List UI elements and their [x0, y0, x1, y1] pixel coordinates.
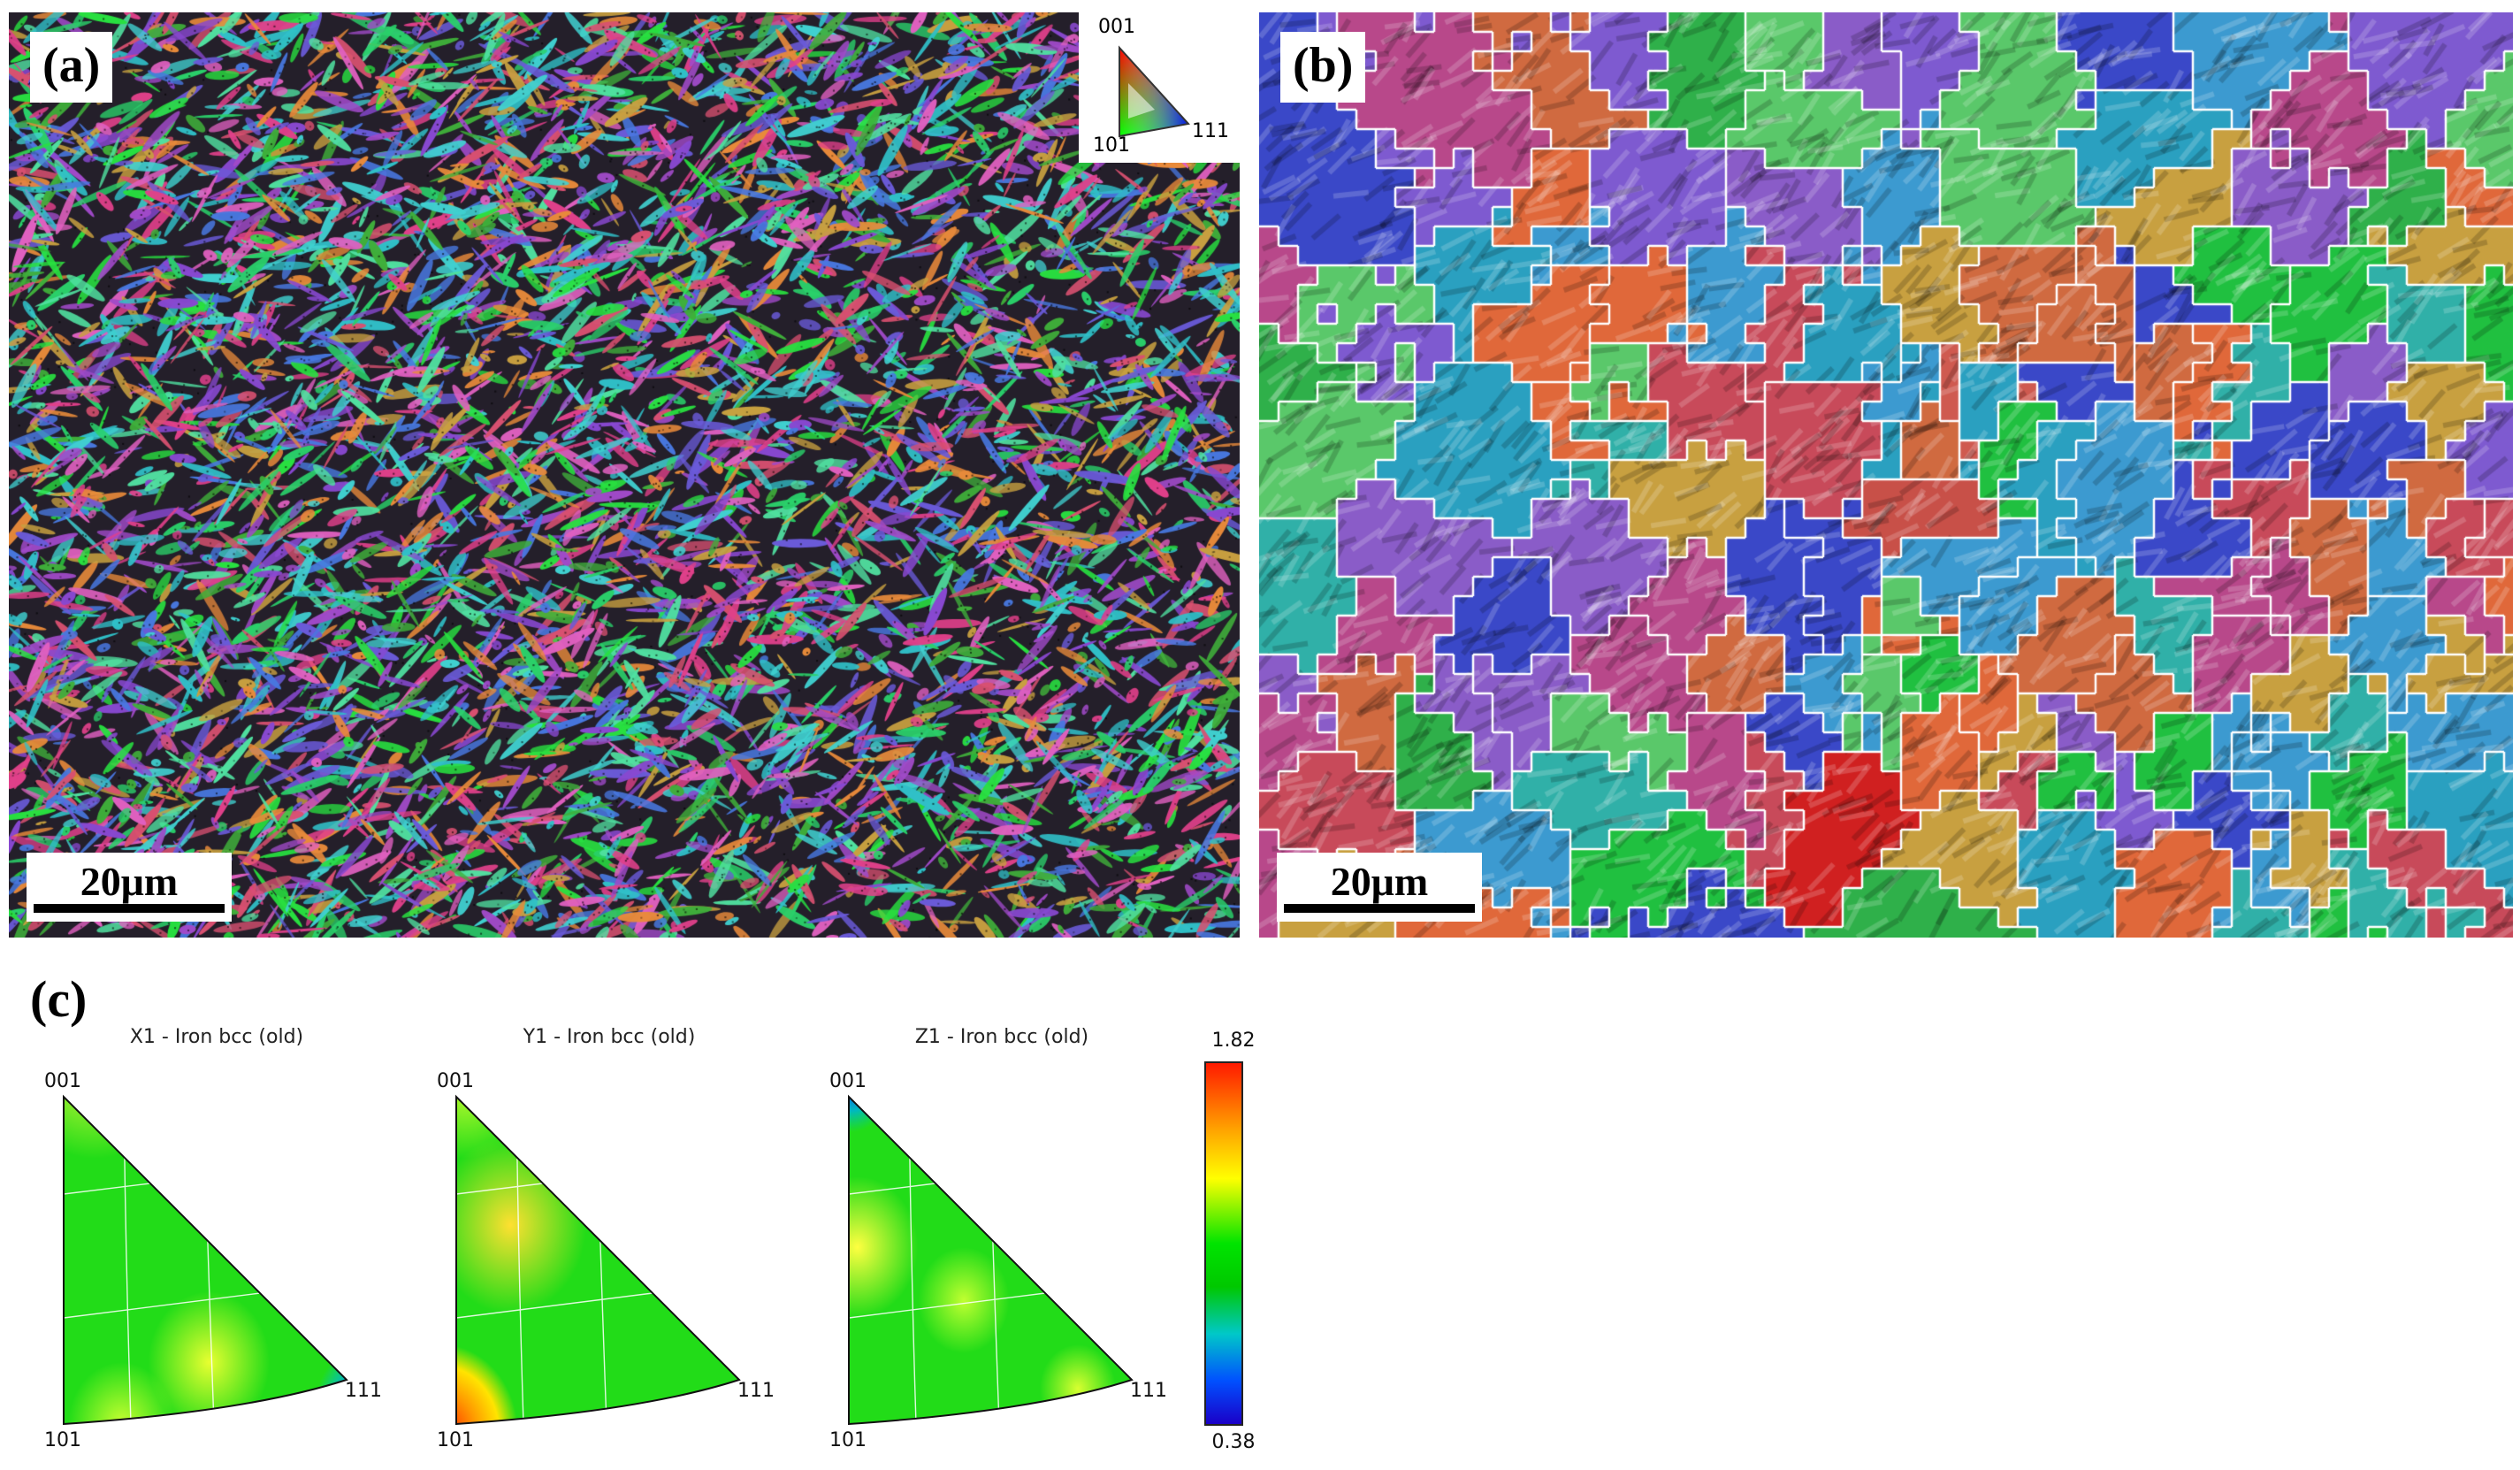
scale-bar-a-text: 20μm: [80, 859, 179, 904]
colorbar-max: 1.82: [1211, 1030, 1256, 1052]
ebsd-map-a-image: [9, 12, 1240, 938]
ipf-key-111: 111: [1192, 120, 1229, 142]
ipf-plot-x1: X1 - Iron bcc (old) 001 101 111: [27, 1026, 407, 1468]
ipf-plot-x1-111: 111: [345, 1380, 382, 1402]
ebsd-map-a: (a) 20μm: [9, 12, 1240, 938]
ipf-plot-z1-101: 101: [829, 1429, 867, 1451]
ebsd-map-b-image: [1259, 12, 2513, 938]
ipf-plot-y1-101: 101: [437, 1429, 474, 1451]
ipf-plot-y1-111: 111: [737, 1380, 775, 1402]
density-colorbar: 1.82 0.38: [1194, 1026, 1273, 1468]
ipf-plot-x1-101: 101: [44, 1429, 81, 1451]
ipf-color-key: 001 101 111: [1079, 12, 1240, 163]
ipf-plot-x1-001: 001: [44, 1070, 81, 1092]
ipf-plot-z1-title: Z1 - Iron bcc (old): [914, 1026, 1089, 1048]
panel-a-label: (a): [30, 32, 113, 103]
scale-bar-b: 20μm: [1277, 853, 1482, 922]
ebsd-map-b: (b) 20μm: [1259, 12, 2513, 938]
panel-c-label: (c): [30, 970, 88, 1028]
ipf-plot-y1-001: 001: [437, 1070, 474, 1092]
ipf-plot-z1-figure: [848, 1094, 1134, 1426]
ipf-plot-x1-title: X1 - Iron bcc (old): [129, 1026, 304, 1048]
colorbar-gradient: [1204, 1061, 1243, 1426]
ipf-plot-y1: Y1 - Iron bcc (old) 001 101 111: [419, 1026, 799, 1468]
ipf-plot-y1-title: Y1 - Iron bcc (old): [523, 1026, 696, 1048]
ipf-plot-y1-figure: [455, 1094, 741, 1426]
ipf-plot-z1: Z1 - Iron bcc (old) 001 101 111: [812, 1026, 1192, 1468]
scale-bar-b-line: [1284, 904, 1475, 913]
ipf-key-101: 101: [1093, 134, 1130, 157]
scale-bar-a: 20μm: [27, 853, 232, 922]
ipf-key-triangle: [1119, 45, 1190, 138]
ipf-key-001: 001: [1098, 16, 1135, 38]
ipf-plot-z1-111: 111: [1130, 1380, 1167, 1402]
scale-bar-b-text: 20μm: [1330, 859, 1429, 904]
ipf-plot-z1-001: 001: [829, 1070, 867, 1092]
colorbar-min: 0.38: [1211, 1431, 1256, 1453]
panel-b-label: (b): [1280, 32, 1366, 103]
ipf-plot-x1-figure: [63, 1094, 348, 1426]
scale-bar-a-line: [34, 904, 225, 913]
